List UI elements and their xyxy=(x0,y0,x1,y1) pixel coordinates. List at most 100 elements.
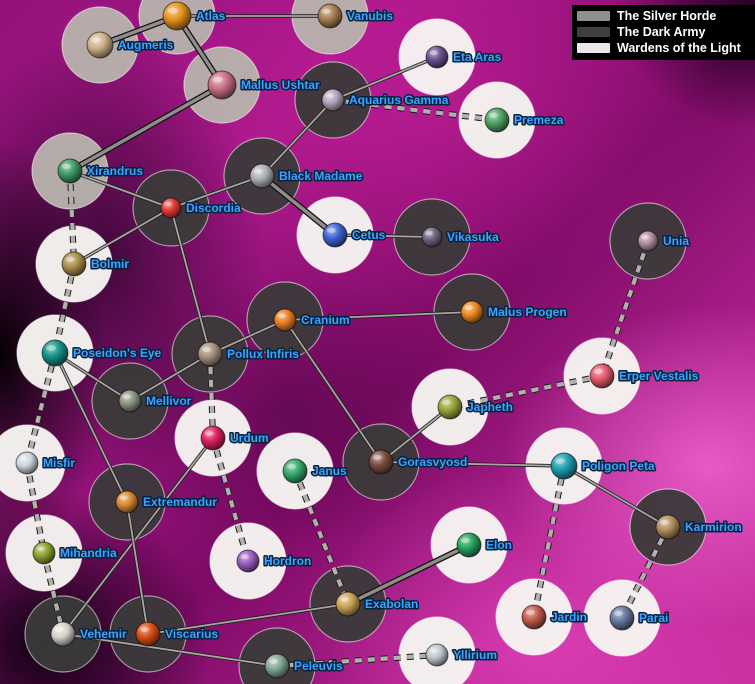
planet-vanubis[interactable] xyxy=(317,3,343,29)
planet-highlight-discordia xyxy=(164,202,172,207)
route-discordia-xirandrus xyxy=(69,170,172,209)
label-gorasvyosd: Gorasvyosd xyxy=(398,455,467,469)
planet-highlight-karmirion xyxy=(659,519,669,526)
planet-mellivor[interactable] xyxy=(118,389,142,413)
route-misfir-mihandria xyxy=(24,462,47,554)
label-jardin: Jardin xyxy=(551,610,587,624)
planet-pollux-infiris[interactable] xyxy=(197,341,223,367)
route-urdum-hordron xyxy=(210,437,251,562)
planet-misfir[interactable] xyxy=(15,451,39,475)
route-vehemir-peleuvis xyxy=(62,633,278,667)
planet-highlight-misfir xyxy=(19,456,28,462)
planet-highlight-eta-aras xyxy=(429,50,438,56)
route-cetus-vikasuka xyxy=(334,234,433,238)
route-pollux-infiris-urdum xyxy=(207,353,216,439)
route-cranium-pollux-infiris xyxy=(209,319,286,355)
label-hordron: Hordron xyxy=(264,554,311,568)
label-cranium: Cranium xyxy=(301,313,350,327)
label-pollux-infiris: Pollux Infiris xyxy=(227,347,299,361)
planet-vehemir[interactable] xyxy=(50,621,76,647)
planet-elon[interactable] xyxy=(456,532,482,558)
route-poseidon-s-eye-extremandur xyxy=(54,352,128,503)
label-eta-aras: Eta Aras xyxy=(453,50,502,64)
planet-highlight-poseidon-s-eye xyxy=(46,345,57,351)
label-parai: Parai xyxy=(639,611,668,625)
planet-highlight-malus-progen xyxy=(464,305,473,311)
planet-highlight-jardin xyxy=(525,609,535,616)
route-gorasvyosd-poligon-peta xyxy=(380,461,565,467)
planet-hordron[interactable] xyxy=(236,549,260,573)
planet-cranium[interactable] xyxy=(273,308,297,332)
planet-gorasvyosd[interactable] xyxy=(368,449,394,475)
route-mihandria-vehemir xyxy=(41,552,66,635)
planet-highlight-yllirium xyxy=(429,648,438,654)
planet-poseidon-s-eye[interactable] xyxy=(41,339,69,367)
planet-poligon-peta[interactable] xyxy=(550,452,578,480)
planet-janus[interactable] xyxy=(282,458,308,484)
planet-yllirium[interactable] xyxy=(425,643,449,667)
planet-cetus[interactable] xyxy=(322,222,348,248)
label-discordia: Discordia xyxy=(186,201,241,215)
planet-highlight-mallus-ushtar xyxy=(212,76,224,83)
planet-japheth[interactable] xyxy=(437,394,463,420)
planet-highlight-erper-vestalis xyxy=(593,368,603,375)
planet-augmeris[interactable] xyxy=(86,31,114,59)
planet-malus-progen[interactable] xyxy=(460,300,484,324)
planet-highlight-pollux-infiris xyxy=(201,346,211,353)
label-misfir: Misfir xyxy=(43,456,75,470)
planet-highlight-exabolan xyxy=(339,596,349,603)
label-unia: Unia xyxy=(663,234,689,248)
label-vehemir: Vehemir xyxy=(80,627,127,641)
route-xirandrus-bolmir xyxy=(67,170,77,265)
planet-vikasuka[interactable] xyxy=(421,226,443,248)
planet-urdum[interactable] xyxy=(200,425,226,451)
planet-discordia[interactable] xyxy=(160,197,182,219)
planet-black-madame[interactable] xyxy=(249,163,275,189)
planet-viscarius[interactable] xyxy=(135,621,161,647)
planet-layer: Atlas Vanubis Augmeris Eta Aras Mallus Ushta… xyxy=(15,1,743,679)
route-discordia-pollux-infiris xyxy=(170,207,211,355)
planet-atlas[interactable] xyxy=(162,1,192,31)
label-peleuvis: Peleuvis xyxy=(294,659,343,673)
label-yllirium: Yllirium xyxy=(453,648,497,662)
planet-premeza[interactable] xyxy=(484,107,510,133)
label-black-madame: Black Madame xyxy=(279,169,363,183)
wardens-swatch xyxy=(577,43,610,53)
planet-extremandur[interactable] xyxy=(115,490,139,514)
label-aquarius-gamma: Aquarius Gamma xyxy=(349,93,449,107)
route-janus-exabolan xyxy=(293,470,350,605)
planet-bolmir[interactable] xyxy=(61,251,87,277)
planet-exabolan[interactable] xyxy=(335,591,361,617)
planet-highlight-gorasvyosd xyxy=(372,454,382,461)
route-poligon-peta-karmirion xyxy=(563,465,669,528)
route-mallus-ushtar-xirandrus xyxy=(69,83,223,173)
planet-highlight-augmeris xyxy=(91,37,102,43)
planet-highlight-atlas xyxy=(167,7,179,14)
route-cranium-malus-progen xyxy=(284,311,473,321)
route-extremandur-viscarius xyxy=(126,501,149,635)
planet-unia[interactable] xyxy=(637,230,659,252)
route-japheth-gorasvyosd xyxy=(380,406,451,463)
planet-highlight-vanubis xyxy=(321,8,331,15)
label-japheth: Japheth xyxy=(467,400,513,414)
route-poseidon-s-eye-mellivor xyxy=(54,352,131,402)
route-black-madame-cetus xyxy=(260,174,337,237)
planet-mallus-ushtar[interactable] xyxy=(207,70,237,100)
planet-karmirion[interactable] xyxy=(655,514,681,540)
planet-eta-aras[interactable] xyxy=(425,45,449,69)
dark-army-swatch xyxy=(577,27,610,37)
planet-erper-vestalis[interactable] xyxy=(589,363,615,389)
route-discordia-bolmir xyxy=(73,207,172,265)
planet-peleuvis[interactable] xyxy=(264,653,290,679)
planet-aquarius-gamma[interactable] xyxy=(321,88,345,112)
planet-xirandrus[interactable] xyxy=(57,158,83,184)
planet-highlight-poligon-peta xyxy=(555,458,566,464)
planet-parai[interactable] xyxy=(609,605,635,631)
planet-jardin[interactable] xyxy=(521,604,547,630)
planet-highlight-parai xyxy=(613,610,623,617)
planet-highlight-janus xyxy=(286,463,296,470)
planet-mihandria[interactable] xyxy=(32,541,56,565)
legend-row-dark-army: The Dark Army xyxy=(577,24,751,40)
